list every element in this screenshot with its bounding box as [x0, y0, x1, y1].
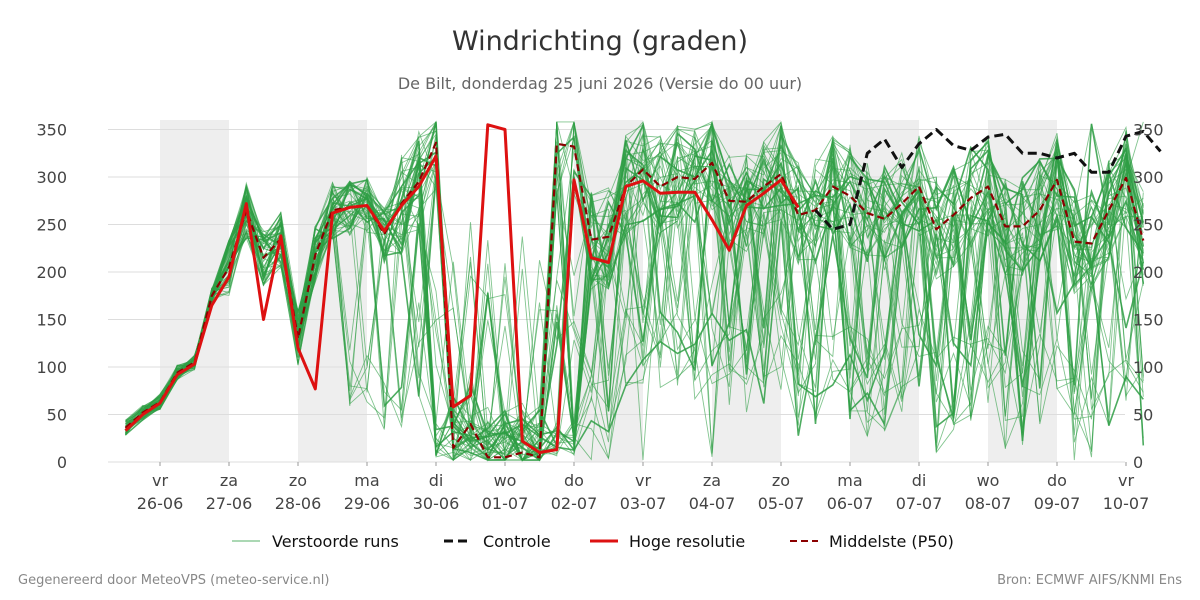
axes: 0 0 50 50 100 100 150 150 200 200 250 250 300 300 350 3…: [36, 121, 1163, 514]
series-line-high-res: [124, 123, 800, 454]
x-tick-date-30-06: 30-06: [413, 494, 460, 513]
x-tick-day-26-06: vr: [152, 471, 168, 490]
footer-source: Bron: ECMWF AIFS/KNMI Ens: [997, 573, 1182, 588]
x-tick-date-09-07: 09-07: [1034, 494, 1081, 513]
y-tick-right-0: 0: [1133, 453, 1143, 472]
x-tick-day-09-07: do: [1047, 471, 1067, 490]
perturbed-run-40: [125, 121, 1144, 461]
x-tick-day-06-07: ma: [837, 471, 862, 490]
y-tick-right-200: 200: [1133, 263, 1164, 282]
x-tick-day-30-06: di: [429, 471, 444, 490]
y-tick-left-350: 350: [36, 121, 67, 140]
x-tick-date-03-07: 03-07: [620, 494, 667, 513]
main-series: [124, 123, 1162, 459]
x-tick-day-28-06: zo: [289, 471, 307, 490]
x-tick-day-27-06: za: [220, 471, 238, 490]
x-tick-date-02-07: 02-07: [551, 494, 598, 513]
legend-label-control: Controle: [483, 532, 551, 551]
x-tick-date-27-06: 27-06: [206, 494, 253, 513]
x-tick-date-28-06: 28-06: [275, 494, 322, 513]
y-tick-left-100: 100: [36, 358, 67, 377]
legend-label-high-res: Hoge resolutie: [629, 532, 745, 551]
legend: Verstoorde runs Controle Hoge resolutie …: [232, 532, 954, 551]
x-tick-date-26-06: 26-06: [137, 494, 184, 513]
x-tick-day-05-07: zo: [772, 471, 790, 490]
y-tick-left-150: 150: [36, 311, 67, 330]
y-tick-right-250: 250: [1133, 216, 1164, 235]
y-tick-right-150: 150: [1133, 311, 1164, 330]
x-tick-date-01-07: 01-07: [482, 494, 529, 513]
x-tick-date-04-07: 04-07: [689, 494, 736, 513]
x-tick-date-08-07: 08-07: [965, 494, 1012, 513]
x-tick-day-08-07: wo: [977, 471, 1000, 490]
chart-title: Windrichting (graden): [452, 26, 748, 57]
y-tick-right-350: 350: [1133, 121, 1164, 140]
y-tick-right-50: 50: [1133, 406, 1153, 425]
legend-label-median: Middelste (P50): [829, 532, 954, 551]
x-tick-date-29-06: 29-06: [344, 494, 391, 513]
footer-generated-by: Gegenereerd door MeteoVPS (meteo-service…: [18, 573, 329, 588]
y-tick-left-200: 200: [36, 263, 67, 282]
x-tick-day-10-07: vr: [1118, 471, 1134, 490]
x-tick-day-04-07: za: [703, 471, 721, 490]
x-tick-day-29-06: ma: [354, 471, 379, 490]
x-tick-day-03-07: vr: [635, 471, 651, 490]
x-tick-date-10-07: 10-07: [1103, 494, 1150, 513]
x-tick-day-01-07: wo: [494, 471, 517, 490]
x-tick-day-02-07: do: [564, 471, 584, 490]
chart-subtitle: De Bilt, donderdag 25 juni 2026 (Versie …: [398, 74, 802, 93]
x-tick-date-06-07: 06-07: [827, 494, 874, 513]
x-tick-day-07-07: di: [912, 471, 927, 490]
y-tick-left-0: 0: [57, 453, 67, 472]
x-tick-date-05-07: 05-07: [758, 494, 805, 513]
y-tick-left-300: 300: [36, 168, 67, 187]
y-tick-left-50: 50: [47, 406, 67, 425]
y-tick-right-100: 100: [1133, 358, 1164, 377]
series-line-control: [814, 128, 1162, 231]
y-tick-right-300: 300: [1133, 168, 1164, 187]
x-tick-date-07-07: 07-07: [896, 494, 943, 513]
legend-label-perturbed: Verstoorde runs: [272, 532, 399, 551]
y-tick-left-250: 250: [36, 216, 67, 235]
perturbed-run-50: [124, 140, 1145, 456]
